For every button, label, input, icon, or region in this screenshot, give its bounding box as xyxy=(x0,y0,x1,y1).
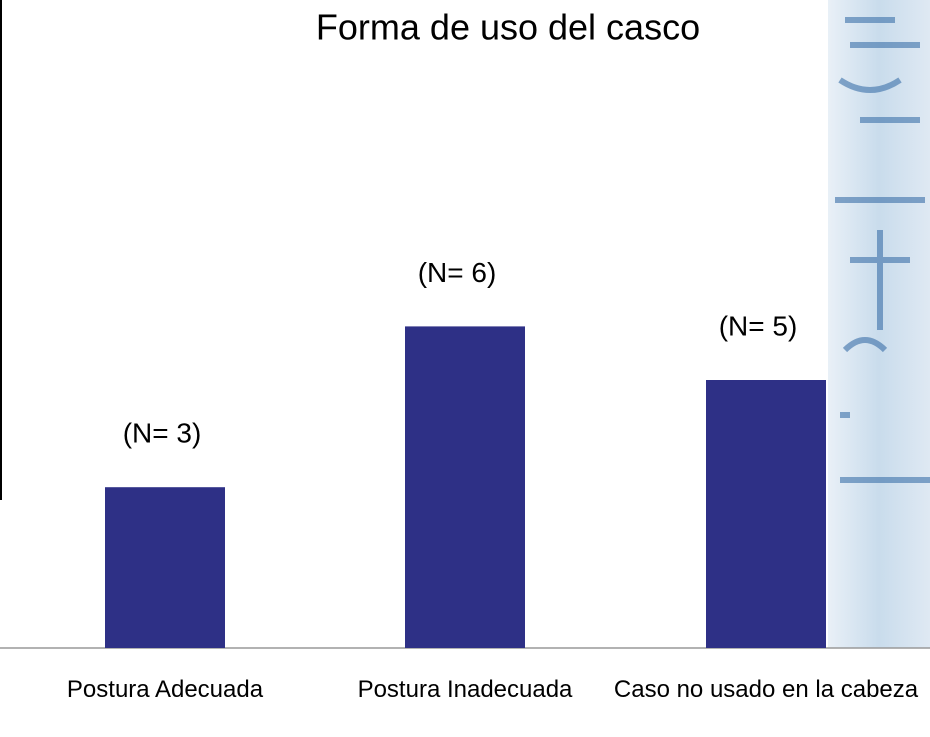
x-tick-label: Postura Adecuada xyxy=(66,676,264,703)
bar xyxy=(706,380,826,648)
decoration-marks xyxy=(835,17,930,483)
bar xyxy=(405,326,525,648)
x-tick-label: Caso no usado en la cabeza xyxy=(613,676,919,703)
bar xyxy=(105,487,225,648)
chart-title: Forma de uso del casco xyxy=(316,7,700,48)
x-tick-label: Postura Inadecuada xyxy=(357,676,573,703)
value-label: (N= 6) xyxy=(418,257,497,288)
value-label: (N= 3) xyxy=(123,418,202,449)
value-label: (N= 5) xyxy=(719,310,798,341)
